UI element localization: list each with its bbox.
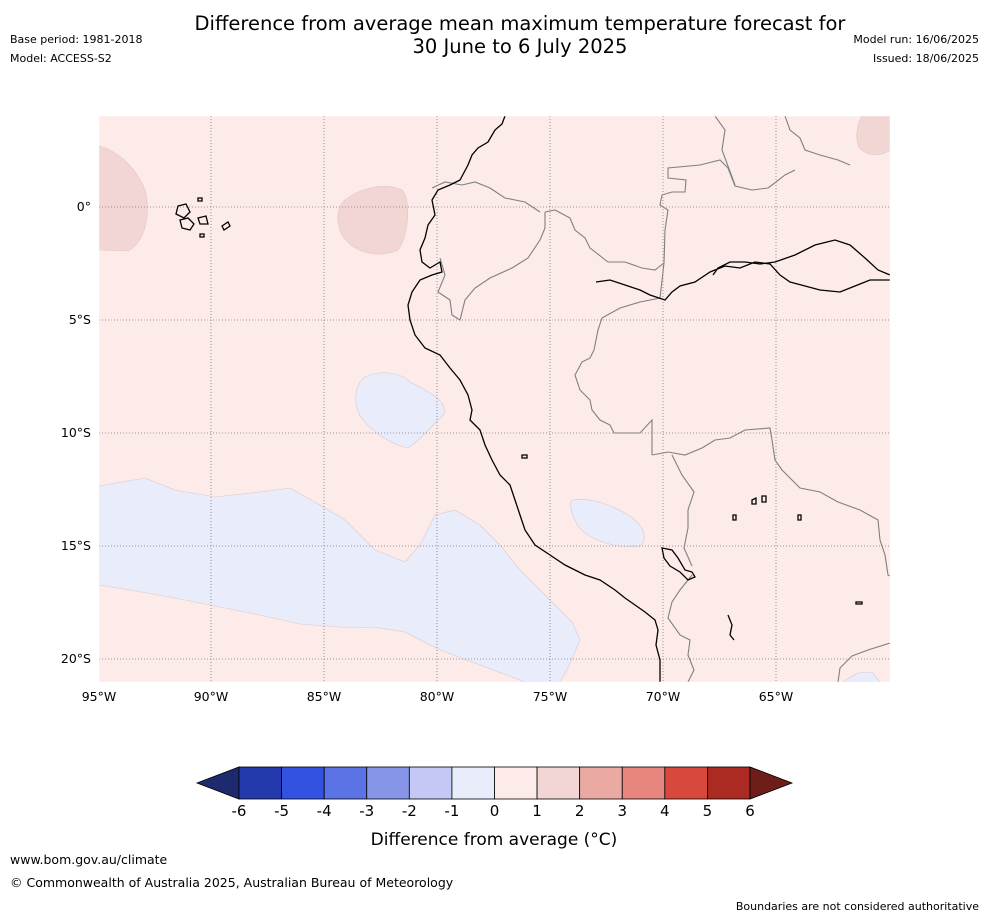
footer-url[interactable]: www.bom.gov.au/climate — [10, 852, 168, 867]
latitude-labels: 0° 5°S 10°S 15°S 20°S — [61, 199, 91, 666]
footer-copyright: © Commonwealth of Australia 2025, Austra… — [10, 875, 454, 890]
coast-galapagos-3 — [197, 215, 209, 225]
colorbar-swatch — [579, 766, 623, 800]
border-northeast — [784, 116, 851, 166]
warm-patch-central — [337, 186, 409, 255]
coast-galapagos-6 — [197, 197, 203, 202]
border-colombia-venezuela — [659, 159, 796, 264]
colorbar-tick: -2 — [402, 802, 417, 820]
lat-tick: 20°S — [61, 651, 91, 666]
colorbar-swatch — [707, 766, 751, 800]
colorbar-swatch — [366, 766, 410, 800]
colorbar-tick: -4 — [317, 802, 332, 820]
colorbar-tick: 2 — [575, 802, 585, 820]
lon-tick: 85°W — [307, 689, 342, 704]
colorbar-tick: 6 — [745, 802, 755, 820]
coast-lake-paraguay — [855, 601, 863, 605]
coast-galapagos-1 — [175, 203, 191, 219]
border-colombia-ecuador — [431, 181, 541, 213]
colorbar-tick: 3 — [617, 802, 627, 820]
coast-river-bolivia — [727, 614, 735, 641]
colorbar-swatch — [536, 766, 581, 800]
longitude-labels: 95°W 90°W 85°W 80°W 75°W 70°W 65°W — [82, 689, 794, 704]
colorbar-tick: -1 — [444, 802, 459, 820]
lon-tick: 95°W — [82, 689, 117, 704]
lat-tick: 0° — [77, 199, 91, 214]
coast-lake-bolivia-2 — [761, 495, 767, 503]
coast-amazon-river — [595, 261, 890, 301]
coast-galapagos-2 — [179, 217, 195, 231]
coast-lake-peru — [521, 454, 528, 459]
cool-patch-southeast — [841, 671, 881, 682]
border-peru-brazil — [574, 262, 665, 455]
border-brazil-bolivia — [651, 427, 890, 577]
colorbar-swatch — [494, 766, 538, 800]
colorbar-tick: 5 — [703, 802, 713, 820]
coast-lake-titicaca — [661, 547, 696, 581]
colorbar-tick: 4 — [660, 802, 670, 820]
colorbar-swatch — [323, 766, 368, 800]
issued-date: Issued: 18/06/2025 — [872, 52, 979, 65]
colorbar-swatch — [664, 766, 708, 800]
lon-tick: 90°W — [194, 689, 229, 704]
lat-tick: 10°S — [61, 425, 91, 440]
title-line-1: Difference from average mean maximum tem… — [194, 12, 846, 35]
map-title: Difference from average mean maximum tem… — [120, 12, 920, 58]
cool-patch-peru-offshore — [355, 372, 445, 449]
colorbar-tick: 0 — [490, 802, 500, 820]
graticule — [99, 116, 890, 682]
cool-anomaly-regions — [99, 372, 881, 682]
border-colombia-peru — [544, 209, 665, 271]
border-peru-bolivia — [671, 454, 695, 567]
colorbar-tick: 1 — [532, 802, 542, 820]
lon-tick: 80°W — [420, 689, 455, 704]
colorbar-label: Difference from average (°C) — [371, 830, 618, 850]
lat-tick: 5°S — [69, 312, 91, 327]
border-bolivia-paraguay — [837, 642, 890, 682]
map-area — [99, 116, 890, 682]
model-run: Model run: 16/06/2025 — [853, 33, 979, 46]
border-bolivia-chile — [667, 574, 695, 682]
coast-galapagos-5 — [199, 233, 205, 238]
model-name: Model: ACCESS-S2 — [10, 52, 112, 65]
colorbar-tick: -3 — [359, 802, 374, 820]
colorbar-swatch — [408, 766, 453, 800]
lon-tick: 65°W — [759, 689, 794, 704]
warm-patch-west — [99, 145, 148, 252]
colorbar-tick: -5 — [274, 802, 289, 820]
colorbar-swatch — [621, 766, 666, 800]
coastlines — [175, 116, 890, 682]
coast-rio-negro — [712, 239, 890, 276]
colorbar-tick: -6 — [232, 802, 247, 820]
border-venezuela-brazil — [714, 116, 736, 186]
coast-pacific-south-america — [407, 116, 661, 682]
coast-galapagos-4 — [221, 221, 231, 231]
border-ecuador-peru — [437, 212, 546, 321]
warm-patch-northeast — [856, 116, 890, 155]
colorbar-tick-labels: -6 -5 -4 -3 -2 -1 0 1 2 3 4 5 6 — [232, 802, 755, 820]
title-line-2: 30 June to 6 July 2025 — [412, 35, 628, 58]
cool-patch-south-pacific — [99, 477, 581, 682]
coast-lake-bolivia-3 — [732, 514, 737, 521]
base-period: Base period: 1981-2018 — [10, 33, 143, 46]
lon-tick: 70°W — [646, 689, 681, 704]
coast-lake-bolivia-4 — [797, 514, 802, 521]
colorbar — [195, 766, 794, 800]
lat-tick: 15°S — [61, 538, 91, 553]
country-borders — [431, 116, 890, 682]
colorbar-over-arrow — [749, 766, 794, 800]
lon-tick: 75°W — [533, 689, 568, 704]
colorbar-swatch — [238, 766, 282, 800]
colorbar-swatch — [451, 766, 495, 800]
warm-anomaly-regions — [99, 116, 890, 255]
colorbar-under-arrow — [195, 766, 240, 800]
footer-disclaimer: Boundaries are not considered authoritat… — [735, 900, 979, 913]
colorbar-swatch — [281, 766, 325, 800]
coast-lake-bolivia-1 — [751, 496, 757, 505]
